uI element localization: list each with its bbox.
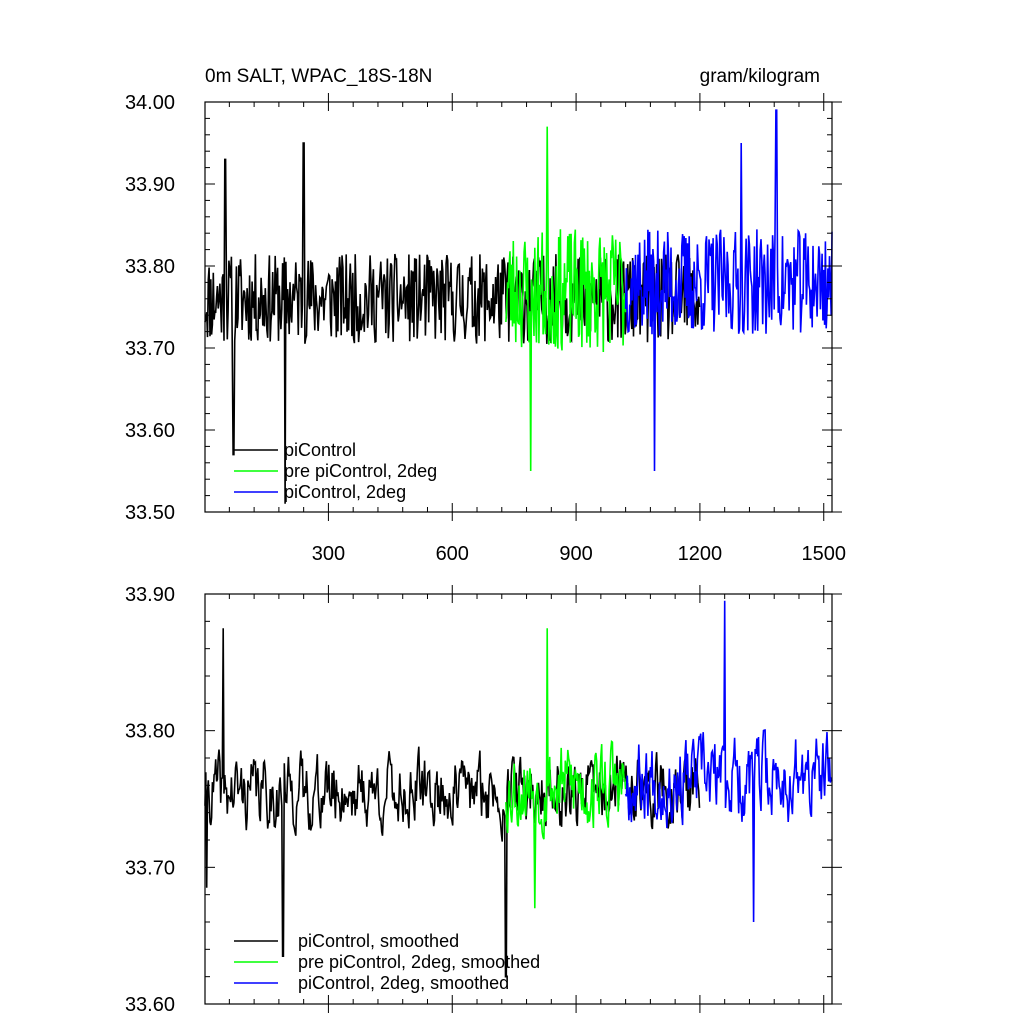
top-y-tick-label: 33.50 <box>125 502 175 524</box>
top-legend-label-2: pre piControl, 2deg <box>284 461 437 481</box>
bottom-series-line-3 <box>624 600 833 923</box>
top-chart-units: gram/kilogram <box>700 66 820 87</box>
top-legend-label-3: piControl, 2deg <box>284 482 406 502</box>
bottom-plot-frame <box>204 593 833 1005</box>
bottom-legend-label-1: piControl, smoothed <box>298 931 459 951</box>
top-axes: 300 600 900 1200 1500 33.50 33.60 33.70 33.80 33.… <box>125 92 846 565</box>
top-x-tick-label: 1500 <box>801 543 846 565</box>
bottom-series-line-1 <box>204 628 701 978</box>
top-y-tick-label: 33.60 <box>125 420 175 442</box>
bottom-legend-label-2: pre piControl, 2deg, smoothed <box>298 952 540 972</box>
bottom-y-tick-label: 33.70 <box>125 857 175 879</box>
top-series-line-1 <box>204 142 701 504</box>
bottom-y-tick-label: 33.60 <box>125 994 175 1016</box>
bottom-series-group <box>204 600 833 978</box>
top-chart-title: 0m SALT, WPAC_18S-18N <box>205 66 432 87</box>
top-x-tick-label: 1200 <box>678 543 723 565</box>
top-series-line-3 <box>624 109 833 472</box>
bottom-y-tick-label: 33.80 <box>125 721 175 743</box>
bottom-series-line-2 <box>505 628 627 909</box>
bottom-axes: 33.60 33.70 33.80 33.90 <box>125 584 842 1016</box>
top-y-tick-label: 33.90 <box>125 174 175 196</box>
top-legend-label-1: piControl <box>284 440 356 460</box>
top-chart-panel: 0m SALT, WPAC_18S-18N gram/kilogram 300 6… <box>125 66 846 565</box>
top-y-tick-label: 33.80 <box>125 256 175 278</box>
bottom-y-tick-label: 33.90 <box>125 584 175 606</box>
top-plot-frame <box>204 101 833 513</box>
top-x-tick-label: 600 <box>436 543 469 565</box>
top-x-tick-label: 300 <box>312 543 345 565</box>
top-series-group <box>204 109 833 504</box>
bottom-legend-label-3: piControl, 2deg, smoothed <box>298 973 509 993</box>
top-x-tick-label: 900 <box>559 543 592 565</box>
bottom-chart-panel: 33.60 33.70 33.80 33.90 piControl, smoothed… <box>125 584 842 1016</box>
top-y-tick-label: 33.70 <box>125 338 175 360</box>
top-y-tick-label: 34.00 <box>125 92 175 114</box>
top-series-line-2 <box>505 126 627 472</box>
